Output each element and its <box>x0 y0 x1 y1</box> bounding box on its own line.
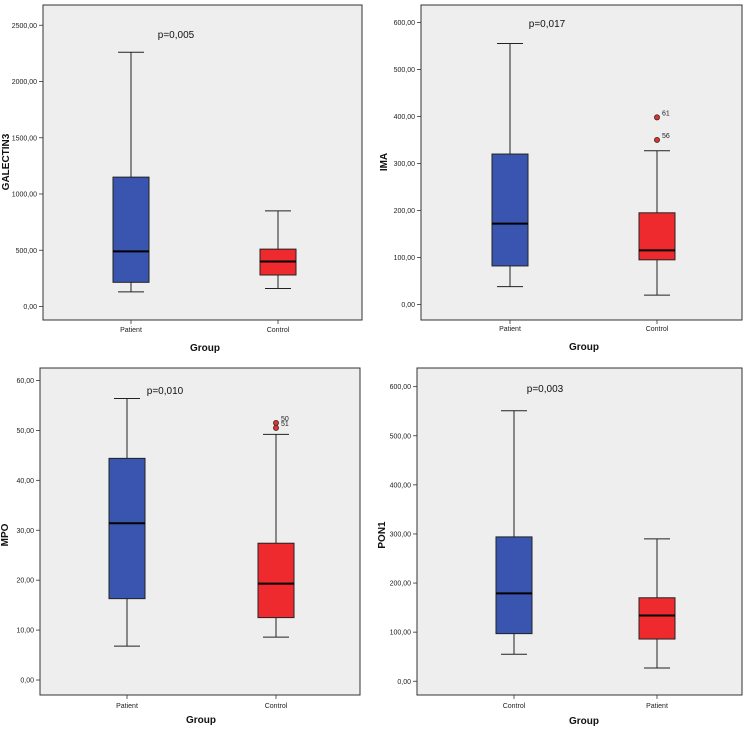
iqr-box <box>638 597 676 640</box>
y-tick-label: 1500,00 <box>12 135 37 142</box>
box-group-control: Control <box>259 210 297 334</box>
iqr-box <box>108 457 146 600</box>
outlier-point <box>273 419 279 426</box>
x-category-label: Patient <box>499 326 521 333</box>
outlier-label: 50 <box>281 416 289 423</box>
p-value-annotation: p=0,017 <box>529 19 566 30</box>
y-tick-label: 2000,00 <box>12 79 37 86</box>
y-axis-title: PON1 <box>377 521 388 549</box>
y-tick-label: 500,00 <box>16 248 38 255</box>
box-group-control: Control <box>495 410 533 710</box>
x-axis-title: Group <box>186 715 216 726</box>
p-value-annotation: p=0,003 <box>527 384 564 395</box>
y-tick-label: 1000,00 <box>12 192 37 199</box>
y-tick-label: 500,00 <box>390 433 412 440</box>
x-category-label: Control <box>646 326 669 333</box>
y-tick-label: 400,00 <box>390 482 412 489</box>
y-tick-label: 30,00 <box>16 528 34 535</box>
x-axis-title: Group <box>569 342 599 353</box>
box-group-patient: Patient <box>638 538 676 710</box>
x-category-label: Patient <box>646 703 668 710</box>
y-tick-label: 50,00 <box>16 428 34 435</box>
y-tick-label: 0,00 <box>397 679 411 686</box>
y-tick-label: 2500,00 <box>12 23 37 30</box>
y-tick-label: 300,00 <box>390 531 412 538</box>
x-category-label: Control <box>265 703 288 710</box>
y-tick-label: 200,00 <box>390 581 412 588</box>
y-tick-label: 100,00 <box>394 255 416 262</box>
y-tick-label: 100,00 <box>390 630 412 637</box>
x-axis-title: Group <box>569 716 599 727</box>
outlier-label: 56 <box>662 133 670 140</box>
y-tick-label: 600,00 <box>390 384 412 391</box>
chart-panel-4: 0,00 100,00 200,00 300,00 400,00 500,00 600,00… <box>377 367 743 727</box>
x-category-label: Control <box>503 703 526 710</box>
y-axis-title: GALECTIN3 <box>1 133 12 190</box>
y-tick-label: 200,00 <box>394 208 416 215</box>
x-category-label: Patient <box>120 327 142 334</box>
chart-panel-1: 0,00 500,00 1000,00 1500,00 2000,00 2500,00 GA… <box>1 4 363 354</box>
box-group-control: Control 61 56 <box>638 110 676 333</box>
x-category-label: Control <box>267 327 290 334</box>
iqr-box <box>257 542 295 619</box>
outlier-point <box>654 114 660 121</box>
x-category-label: Patient <box>116 703 138 710</box>
y-tick-label: 0,00 <box>401 302 415 309</box>
iqr-box <box>112 176 150 283</box>
y-tick-label: 60,00 <box>16 378 34 385</box>
iqr-box <box>638 212 676 261</box>
y-tick-label: 600,00 <box>394 20 416 27</box>
p-value-annotation: p=0,005 <box>158 30 195 41</box>
outlier-label: 51 <box>281 421 289 428</box>
box-group-patient: Patient <box>108 397 146 710</box>
y-axis-title: MPO <box>0 523 11 546</box>
y-tick-label: 300,00 <box>394 161 416 168</box>
outlier-point <box>654 136 660 143</box>
x-axis-title: Group <box>190 343 220 354</box>
chart-panel-3: 0,00 10,00 20,00 30,00 40,00 50,00 60,00 MPO Gro… <box>0 367 361 726</box>
box-group-patient: Patient <box>112 51 150 334</box>
y-axis-title: IMA <box>379 153 390 171</box>
y-tick-label: 10,00 <box>16 628 34 635</box>
plot-area <box>42 4 363 321</box>
p-value-annotation: p=0,010 <box>147 386 184 397</box>
outlier-point <box>273 424 279 431</box>
y-tick-label: 0,00 <box>20 678 34 685</box>
iqr-box <box>491 153 529 267</box>
plot-area <box>416 367 743 696</box>
box-group-patient: Patient <box>491 43 529 333</box>
y-tick-label: 500,00 <box>394 67 416 74</box>
y-tick-label: 40,00 <box>16 478 34 485</box>
plot-area <box>39 367 361 696</box>
y-tick-label: 0,00 <box>23 304 37 311</box>
chart-panel-2: 0,00 100,00 200,00 300,00 400,00 500,00 600,00… <box>379 4 743 353</box>
iqr-box <box>495 536 533 635</box>
outlier-label: 61 <box>662 110 670 117</box>
y-tick-label: 20,00 <box>16 578 34 585</box>
y-tick-label: 400,00 <box>394 114 416 121</box>
plot-area <box>420 4 743 321</box>
